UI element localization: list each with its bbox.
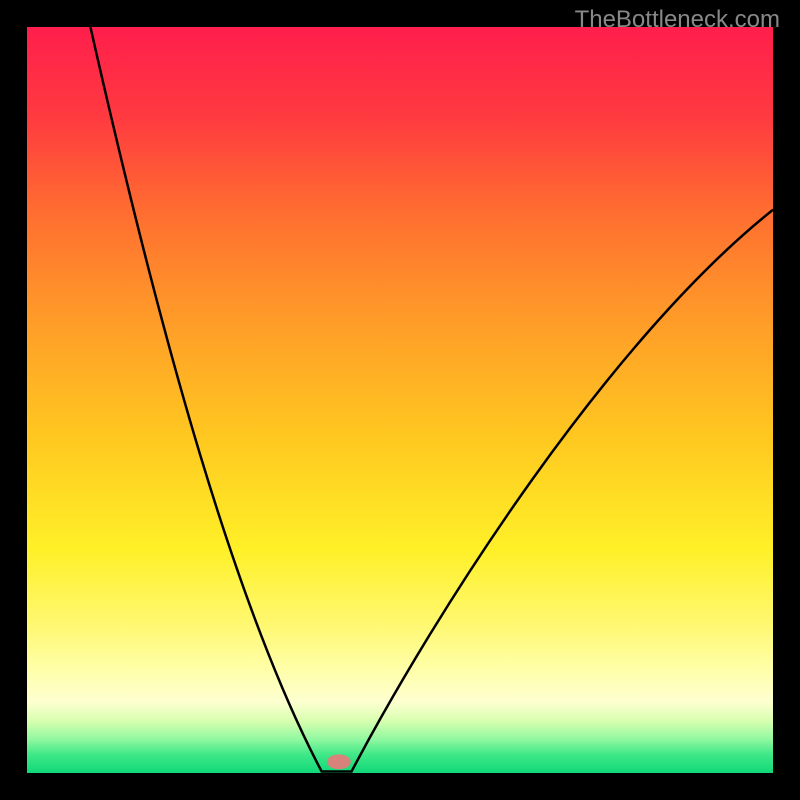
watermark-text: TheBottleneck.com	[575, 6, 780, 34]
chart-container: TheBottleneck.com	[0, 0, 800, 800]
minimum-marker	[327, 754, 351, 769]
gradient-background	[27, 27, 773, 773]
chart-svg	[27, 27, 773, 773]
plot-area	[27, 27, 773, 773]
